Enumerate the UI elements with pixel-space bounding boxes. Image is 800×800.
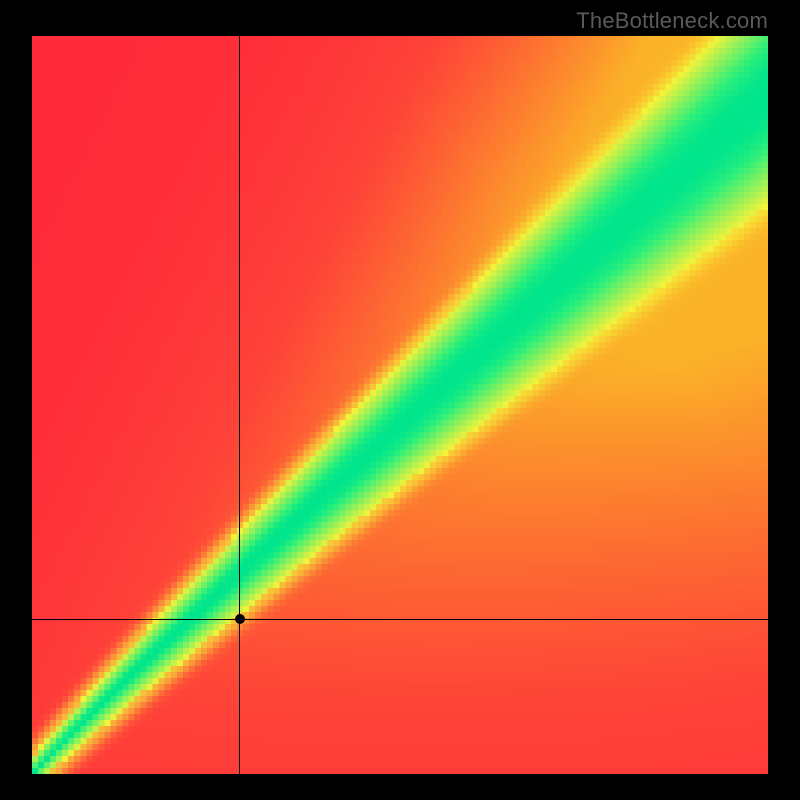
watermark-text: TheBottleneck.com [576, 8, 768, 34]
chart-container: TheBottleneck.com [0, 0, 800, 800]
heatmap-canvas [32, 36, 768, 774]
crosshair-vertical [239, 36, 240, 774]
crosshair-horizontal [32, 619, 768, 620]
heatmap-plot [32, 36, 768, 774]
data-point-marker [235, 614, 245, 624]
